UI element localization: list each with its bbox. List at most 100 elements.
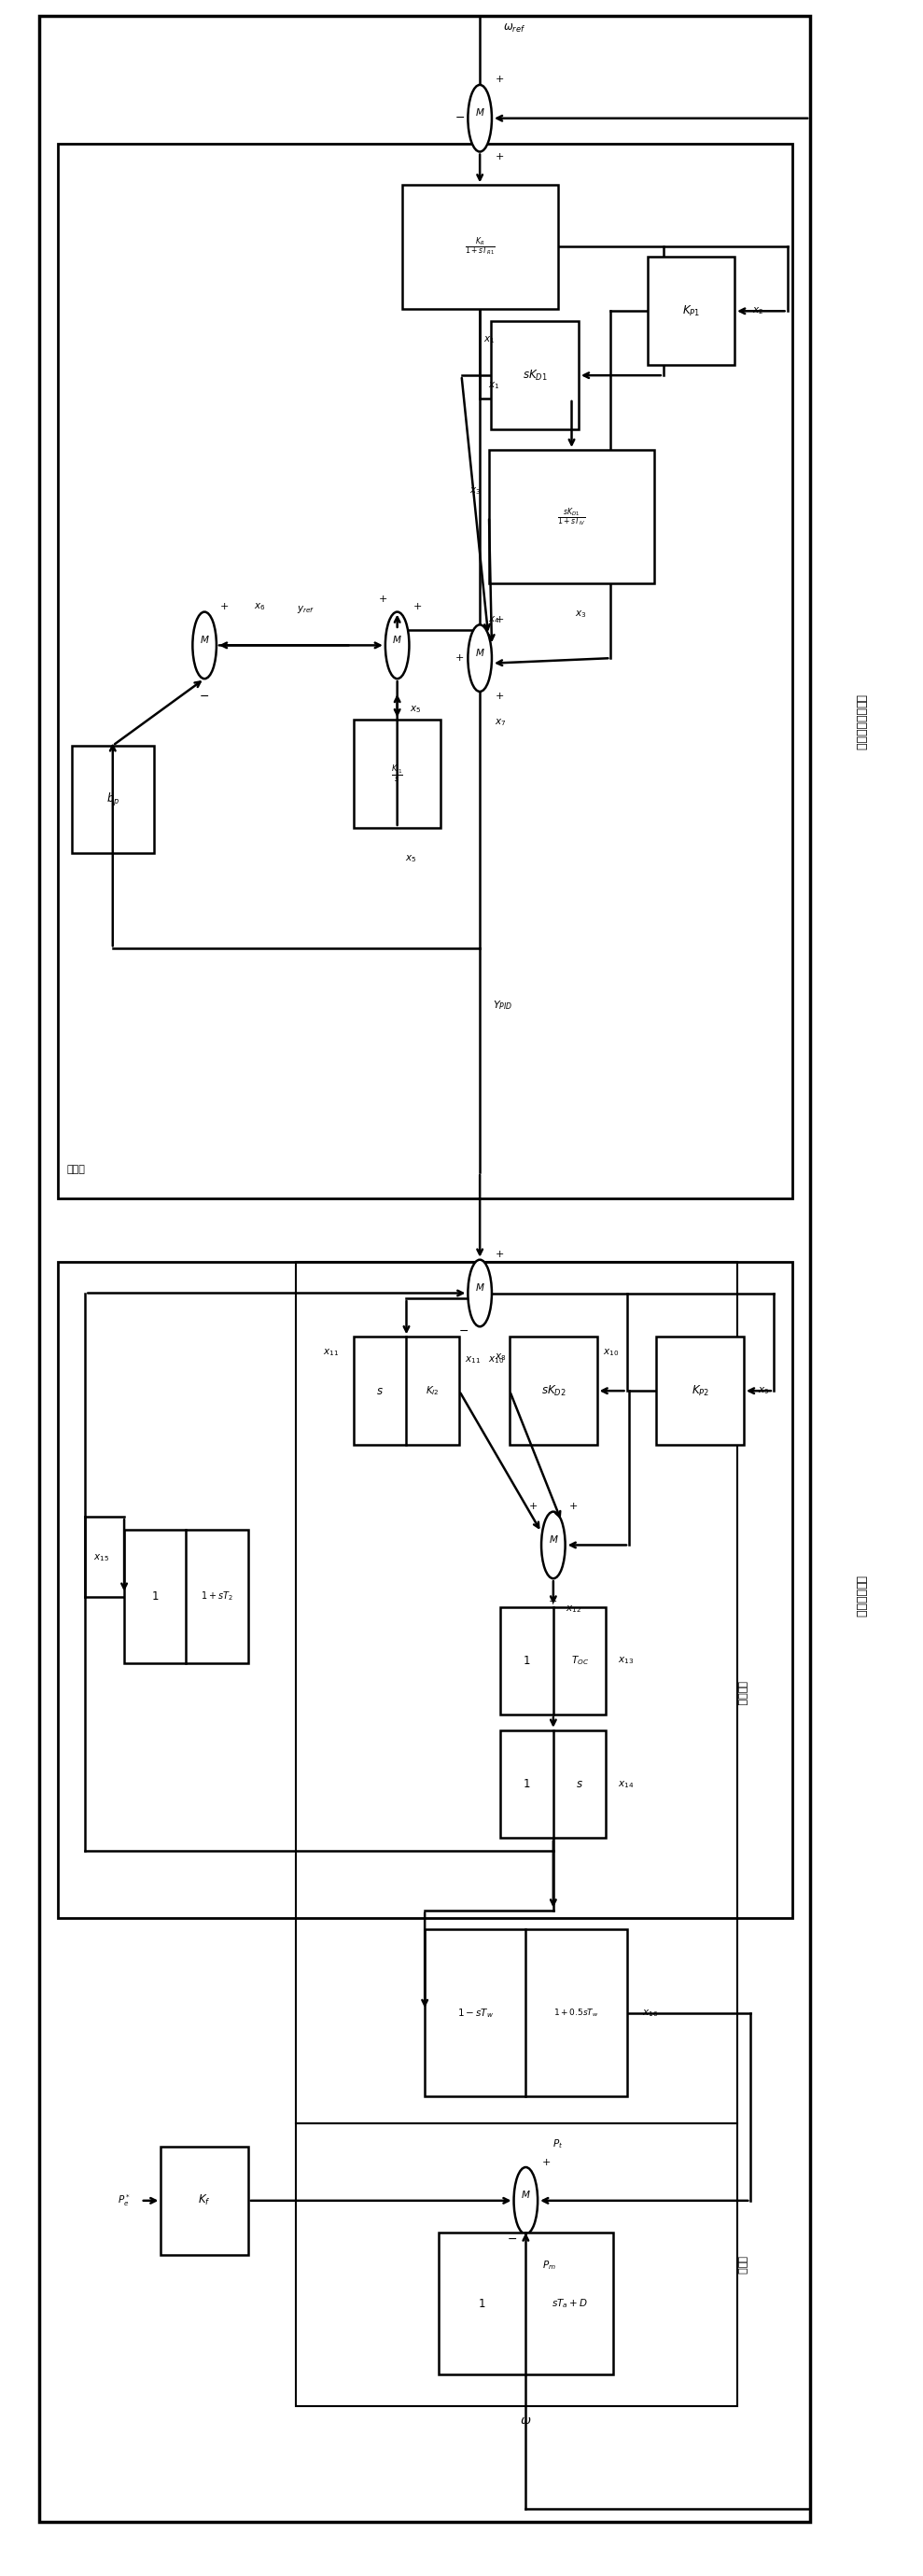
Text: $y_{ref}$: $y_{ref}$	[296, 603, 315, 616]
Text: $s$: $s$	[377, 1386, 384, 1396]
Text: $Y_{PID}$: $Y_{PID}$	[493, 999, 513, 1012]
Text: $x_{10}$: $x_{10}$	[488, 1355, 504, 1365]
Bar	[425, 1929, 627, 2097]
Text: $1-sT_w$: $1-sT_w$	[457, 2007, 494, 2020]
Text: $x_{15}$: $x_{15}$	[93, 1553, 109, 1564]
Text: $\frac{K_R}{1+sT_{R1}}$: $\frac{K_R}{1+sT_{R1}}$	[464, 234, 495, 258]
Text: $x_{11}$: $x_{11}$	[323, 1347, 339, 1358]
Text: +: +	[542, 2159, 550, 2166]
Text: $x_4$: $x_4$	[487, 613, 499, 626]
Text: M: M	[475, 108, 484, 118]
Circle shape	[385, 613, 409, 677]
Text: 发电机: 发电机	[737, 2257, 746, 2275]
Bar	[296, 1262, 737, 2123]
Text: −: −	[199, 690, 210, 703]
Circle shape	[514, 2166, 538, 2233]
Bar	[57, 144, 792, 1198]
Text: 调节机构: 调节机构	[737, 1680, 746, 1705]
Text: $b_p$: $b_p$	[106, 791, 119, 809]
Text: $x_8$: $x_8$	[494, 1352, 506, 1363]
Text: $\omega_{ref}$: $\omega_{ref}$	[503, 23, 525, 33]
Text: $1+0.5sT_w$: $1+0.5sT_w$	[554, 2007, 599, 2020]
Circle shape	[468, 626, 492, 690]
Text: $s$: $s$	[576, 1777, 583, 1790]
Text: $\frac{sK_{D1}}{1+sT_{IV}}$: $\frac{sK_{D1}}{1+sT_{IV}}$	[557, 505, 586, 528]
Circle shape	[542, 1512, 565, 1579]
Text: +: +	[549, 1597, 557, 1607]
Text: $x_1$: $x_1$	[488, 381, 499, 392]
Text: +: +	[414, 603, 422, 611]
Bar	[500, 1731, 606, 1839]
Circle shape	[193, 613, 216, 677]
Bar	[354, 719, 441, 827]
Text: $K_{P1}$: $K_{P1}$	[682, 304, 700, 319]
Text: M: M	[475, 649, 484, 657]
Bar	[296, 2123, 737, 2406]
Text: +: +	[496, 152, 505, 162]
Text: $x_3$: $x_3$	[470, 484, 481, 497]
Bar	[491, 322, 579, 430]
Bar	[656, 1337, 744, 1445]
Bar	[647, 258, 735, 366]
Text: $1$: $1$	[478, 2298, 486, 2311]
Text: $x_7$: $x_7$	[494, 716, 506, 729]
Text: $T_{OC}$: $T_{OC}$	[570, 1654, 589, 1667]
Text: $x_{16}$: $x_{16}$	[641, 2007, 658, 2020]
Text: $\frac{K_{I1}}{s}$: $\frac{K_{I1}}{s}$	[391, 762, 403, 783]
Text: $sK_{D2}$: $sK_{D2}$	[541, 1383, 566, 1399]
Bar	[71, 744, 154, 853]
Text: $P_t$: $P_t$	[553, 2138, 563, 2151]
Text: $K_f$: $K_f$	[198, 2195, 210, 2208]
Text: $x_{14}$: $x_{14}$	[618, 1777, 634, 1790]
Text: 调速器: 调速器	[66, 1164, 86, 1175]
Bar	[402, 185, 557, 309]
Text: $K_{P2}$: $K_{P2}$	[691, 1383, 709, 1399]
Bar	[125, 1530, 248, 1664]
Text: $x_{11}$: $x_{11}$	[465, 1355, 481, 1365]
Text: +: +	[496, 616, 505, 623]
Bar	[354, 1337, 460, 1445]
Text: 电液随动系统: 电液随动系统	[855, 1577, 867, 1618]
Text: +: +	[455, 654, 464, 662]
Text: $\omega$: $\omega$	[520, 2414, 532, 2427]
Text: $x_9$: $x_9$	[758, 1386, 770, 1396]
Text: $P_m$: $P_m$	[542, 2259, 556, 2272]
Text: $1$: $1$	[523, 1777, 531, 1790]
Text: $sK_{D1}$: $sK_{D1}$	[522, 368, 547, 381]
Text: $x_5$: $x_5$	[410, 703, 422, 716]
Text: $P_e^*$: $P_e^*$	[118, 2192, 131, 2208]
Text: M: M	[200, 636, 209, 644]
Text: M: M	[475, 1283, 484, 1293]
Text: $1$: $1$	[151, 1589, 159, 1602]
Text: +: +	[379, 595, 388, 603]
Text: +: +	[496, 693, 505, 701]
Text: M: M	[393, 636, 402, 644]
Bar	[500, 1607, 606, 1716]
Bar	[161, 2146, 248, 2254]
Text: M: M	[549, 1535, 557, 1546]
Text: +: +	[496, 1249, 505, 1260]
Text: 水电机组调速系统: 水电机组调速系统	[855, 696, 867, 750]
Text: +: +	[496, 75, 505, 85]
Text: $x_1$: $x_1$	[484, 335, 495, 345]
Text: +: +	[529, 1502, 537, 1512]
Text: +: +	[569, 1502, 578, 1512]
Text: $1+sT_2$: $1+sT_2$	[201, 1589, 234, 1602]
Bar	[438, 2233, 613, 2375]
Text: M: M	[521, 2190, 530, 2200]
Bar	[509, 1337, 597, 1445]
Text: $K_{I2}$: $K_{I2}$	[426, 1383, 439, 1396]
Text: $x_{12}$: $x_{12}$	[566, 1605, 581, 1615]
Bar	[40, 15, 810, 2522]
Text: $x_{10}$: $x_{10}$	[603, 1347, 618, 1358]
Text: $x_6$: $x_6$	[254, 600, 266, 613]
Text: $x_2$: $x_2$	[751, 307, 763, 317]
Circle shape	[468, 1260, 492, 1327]
Bar	[57, 1262, 792, 1919]
Text: $x_5$: $x_5$	[405, 853, 417, 863]
Text: $sT_a+D$: $sT_a+D$	[551, 2298, 587, 2311]
Bar	[489, 451, 654, 585]
Text: −: −	[507, 2233, 517, 2246]
Circle shape	[468, 85, 492, 152]
Text: +: +	[221, 603, 229, 611]
